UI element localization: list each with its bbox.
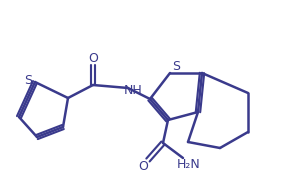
Text: H₂N: H₂N xyxy=(177,158,201,172)
Text: O: O xyxy=(88,52,98,64)
Text: S: S xyxy=(172,61,180,73)
Text: NH: NH xyxy=(124,84,142,96)
Text: S: S xyxy=(24,73,32,87)
Text: O: O xyxy=(138,159,148,173)
